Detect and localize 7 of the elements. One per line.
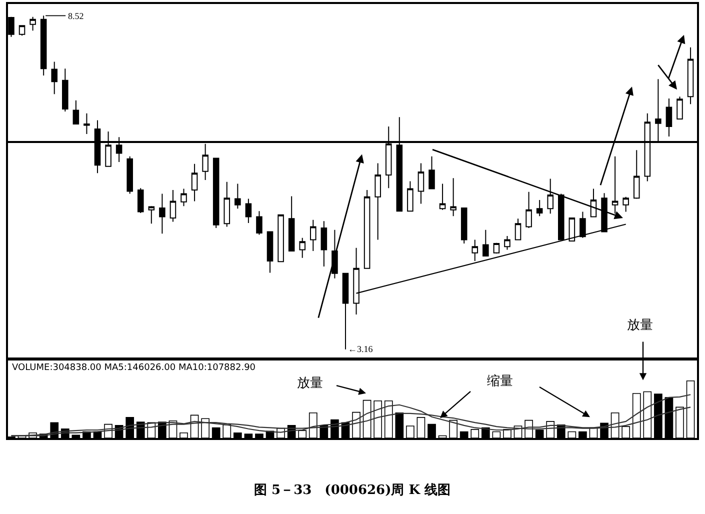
annotation: 缩量 xyxy=(487,374,513,389)
text: VOLUME:304838.00 MA5:146026.00 MA10:107882.90 xyxy=(12,363,256,373)
annotation: ←3.16 xyxy=(348,344,374,354)
text: 图 5－33 (000626)周 K 线图 xyxy=(254,483,451,498)
annotation: 8.52 xyxy=(68,11,84,21)
annotation: 放量 xyxy=(297,376,323,391)
annotation: 放量 xyxy=(627,318,653,333)
